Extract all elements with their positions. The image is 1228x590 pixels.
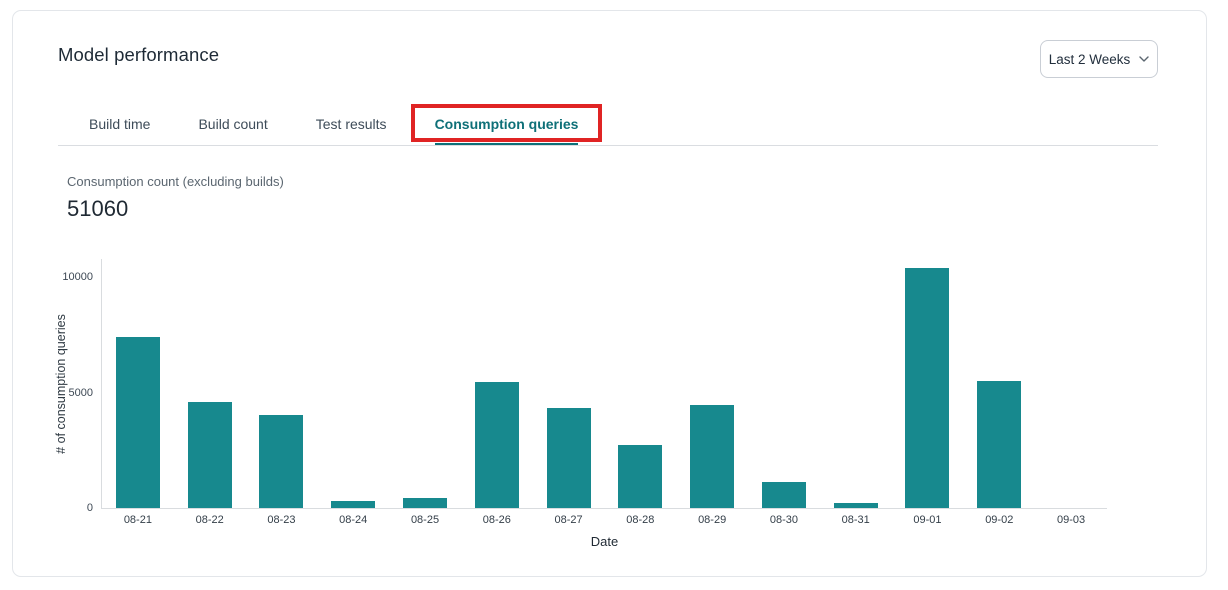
bar-09-01 [905, 267, 950, 508]
bar-slot-09-02 [963, 259, 1035, 508]
metric-label: Consumption count (excluding builds) [67, 174, 284, 189]
bar-slot-09-03 [1035, 259, 1107, 508]
y-tick-label-0: 0 [86, 502, 93, 514]
bar-08-27 [546, 407, 591, 508]
bar-slot-08-31 [820, 259, 892, 508]
bar-slot-09-01 [892, 259, 964, 508]
tab-bar: Build time Build count Test results Cons… [58, 104, 1158, 146]
page-title: Model performance [58, 44, 220, 65]
bar-08-24 [331, 500, 376, 508]
bar-slot-08-27 [533, 259, 605, 508]
tab-build-time[interactable]: Build time [89, 116, 151, 132]
plot-area: # of consumption queries 0 5000 10000 08-2… [54, 259, 1107, 549]
x-tick-label-08-24: 08-24 [339, 514, 368, 526]
bar-08-23 [259, 414, 304, 508]
y-axis-title: # of consumption queries [54, 313, 68, 454]
bar-slot-08-26 [461, 259, 533, 508]
bar-08-30 [761, 481, 806, 508]
bar-08-29 [690, 405, 735, 508]
bar-slot-08-29 [676, 259, 748, 508]
x-tick-label-08-29: 08-29 [698, 514, 727, 526]
x-tick-label-08-21: 08-21 [123, 514, 152, 526]
metric-value: 51060 [67, 196, 129, 221]
date-range-dropdown[interactable]: Last 2 Weeks [1040, 40, 1158, 78]
bar-slot-08-25 [389, 259, 461, 508]
x-axis-labels: 08-21 08-22 08-23 08-24 08-25 08-26 08-27 08-28… [102, 514, 1107, 526]
x-tick-label-08-30: 08-30 [769, 514, 798, 526]
x-tick-label-08-25: 08-25 [410, 514, 440, 526]
bar-08-26 [474, 381, 519, 508]
bar-slot-08-24 [317, 259, 389, 508]
bar-slot-08-28 [604, 259, 676, 508]
tab-test-results[interactable]: Test results [315, 116, 387, 132]
bar-08-22 [187, 401, 232, 508]
bar-slot-08-22 [174, 259, 246, 508]
bar-09-02 [977, 381, 1022, 508]
x-tick-label-08-28: 08-28 [626, 514, 655, 526]
date-range-value: Last 2 Weeks [1048, 51, 1131, 67]
chevron-down-icon [1139, 56, 1149, 62]
x-tick-label-09-03: 09-03 [1056, 514, 1086, 526]
y-tick-label-10000: 10000 [62, 271, 93, 284]
bars [102, 259, 1107, 508]
model-performance-card: Model performance Last 2 Weeks Build tim… [12, 10, 1207, 577]
x-axis-title: Date [590, 534, 619, 549]
x-tick-label-09-02: 09-02 [985, 514, 1014, 526]
bar-08-21 [115, 337, 160, 508]
bar-08-31 [833, 503, 878, 508]
x-tick-label-08-23: 08-23 [267, 514, 296, 526]
y-tick-label-5000: 5000 [68, 386, 93, 399]
tab-consumption-queries[interactable]: Consumption queries [410, 104, 603, 145]
bar-08-28 [618, 445, 663, 508]
bar-slot-08-21 [102, 259, 174, 508]
tab-build-count[interactable]: Build count [198, 116, 268, 132]
x-tick-label-08-22: 08-22 [195, 514, 224, 526]
x-tick-label-08-26: 08-26 [482, 514, 511, 526]
bar-slot-08-30 [748, 259, 820, 508]
bar-slot-08-23 [246, 259, 318, 508]
tab-consumption-queries-label: Consumption queries [434, 116, 579, 132]
x-tick-label-08-27: 08-27 [554, 514, 583, 526]
x-tick-label-09-01: 09-01 [913, 514, 942, 526]
bar-08-25 [403, 498, 448, 508]
active-tab-underline [434, 143, 579, 145]
x-tick-label-08-31: 08-31 [841, 514, 870, 526]
